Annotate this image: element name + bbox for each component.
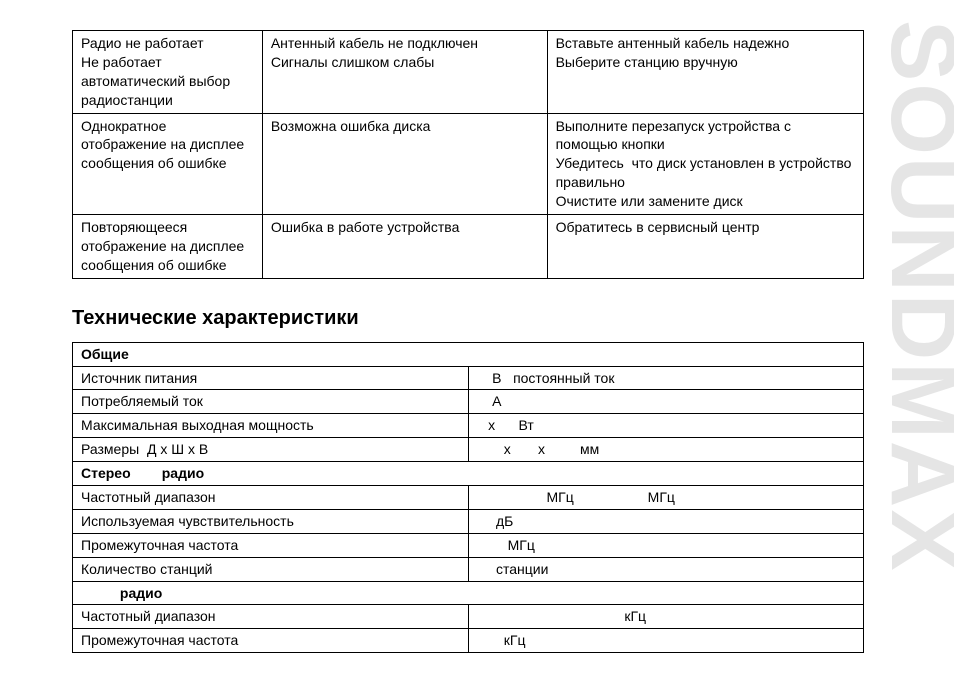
problem-cell: Однократное отображение на дисплее сообщ… — [73, 113, 263, 214]
spec-label: Промежуточная частота — [73, 629, 469, 653]
spec-value: х Вт — [468, 414, 864, 438]
spec-value: В постоянный ток — [468, 366, 864, 390]
spec-label: Источник питания — [73, 366, 469, 390]
spec-value: кГц — [468, 629, 864, 653]
spec-value: А — [468, 390, 864, 414]
problem-cell: Повторяющееся отображение на дисплее соо… — [73, 215, 263, 279]
table-row: Частотный диапазон кГц — [73, 605, 864, 629]
table-row: радио — [73, 581, 864, 605]
solution-cell: Вставьте антенный кабель надежно Выберит… — [547, 31, 863, 114]
table-row: Однократное отображение на дисплее сообщ… — [73, 113, 864, 214]
section-title: Технические характеристики — [72, 307, 864, 330]
spec-label: Частотный диапазон — [73, 605, 469, 629]
spec-label: Промежуточная частота — [73, 533, 469, 557]
table-row: Максимальная выходная мощность х Вт — [73, 414, 864, 438]
spec-label: Частотный диапазон — [73, 486, 469, 510]
spec-value: х х мм — [468, 438, 864, 462]
specs-table: Общие Источник питания В постоянный ток … — [72, 342, 864, 654]
table-row: Источник питания В постоянный ток — [73, 366, 864, 390]
table-row: Общие — [73, 342, 864, 366]
spec-value: МГц — [468, 533, 864, 557]
troubleshoot-table: Радио не работает Не работает автоматиче… — [72, 30, 864, 279]
spec-label: Количество станций — [73, 557, 469, 581]
cause-cell: Антенный кабель не подключен Сигналы сли… — [262, 31, 547, 114]
spec-value: дБ — [468, 509, 864, 533]
table-row: Радио не работает Не работает автоматиче… — [73, 31, 864, 114]
specs-header-general: Общие — [73, 342, 864, 366]
spec-label: Используемая чувствительность — [73, 509, 469, 533]
page-content: Радио не работает Не работает автоматиче… — [0, 0, 954, 683]
spec-value: кГц — [468, 605, 864, 629]
table-row: Стерео радио — [73, 462, 864, 486]
problem-cell: Радио не работает Не работает автоматиче… — [73, 31, 263, 114]
solution-cell: Обратитесь в сервисный центр — [547, 215, 863, 279]
table-row: Частотный диапазон МГц МГц — [73, 486, 864, 510]
specs-header-stereo: Стерео радио — [73, 462, 864, 486]
solution-cell: Выполните перезапуск устройства с помощь… — [547, 113, 863, 214]
table-row: Количество станций станции — [73, 557, 864, 581]
table-row: Используемая чувствительность дБ — [73, 509, 864, 533]
spec-label: Размеры Д х Ш х В — [73, 438, 469, 462]
table-row: Промежуточная частота МГц — [73, 533, 864, 557]
spec-value: станции — [468, 557, 864, 581]
specs-header-radio: радио — [73, 581, 864, 605]
table-row: Потребляемый ток А — [73, 390, 864, 414]
brand-watermark: SOUNDMAX — [884, 20, 954, 573]
spec-label: Потребляемый ток — [73, 390, 469, 414]
spec-label: Максимальная выходная мощность — [73, 414, 469, 438]
table-row: Повторяющееся отображение на дисплее соо… — [73, 215, 864, 279]
table-row: Промежуточная частота кГц — [73, 629, 864, 653]
cause-cell: Ошибка в работе устройства — [262, 215, 547, 279]
cause-cell: Возможна ошибка диска — [262, 113, 547, 214]
table-row: Размеры Д х Ш х В х х мм — [73, 438, 864, 462]
spec-value: МГц МГц — [468, 486, 864, 510]
